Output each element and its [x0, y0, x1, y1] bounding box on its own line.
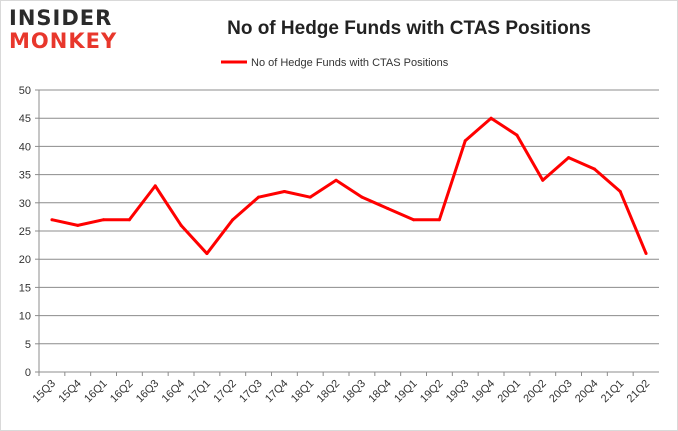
y-tick-label: 40	[19, 141, 31, 153]
x-tick-label: 20Q1	[496, 378, 524, 406]
x-tick-label: 21Q2	[625, 378, 653, 406]
data-point	[76, 223, 80, 227]
data-point	[360, 195, 364, 199]
data-point	[102, 218, 106, 222]
y-tick-label: 30	[19, 198, 31, 210]
data-point	[386, 206, 390, 210]
data-point	[567, 156, 571, 160]
series-line	[51, 116, 648, 256]
x-tick-label: 20Q2	[521, 378, 549, 406]
x-tick-label: 17Q1	[186, 378, 214, 406]
x-tick-label: 19Q4	[470, 378, 498, 406]
data-point	[618, 190, 622, 194]
data-point	[541, 178, 545, 182]
data-point	[50, 218, 54, 222]
y-tick-label: 25	[19, 226, 31, 238]
insider-monkey-logo: INSIDER MONKEY	[9, 7, 117, 53]
x-tick-label: 16Q3	[134, 378, 162, 406]
y-tick-label: 5	[25, 339, 31, 351]
data-point	[463, 139, 467, 143]
y-tick-label: 45	[19, 113, 31, 125]
y-tick-label: 35	[19, 170, 31, 182]
data-point	[592, 167, 596, 171]
data-point	[231, 218, 235, 222]
y-tick-label: 15	[19, 282, 31, 294]
x-tick-label: 17Q2	[211, 378, 239, 406]
x-tick-label: 18Q4	[366, 378, 394, 406]
data-point	[257, 195, 261, 199]
x-tick-label: 15Q4	[56, 378, 84, 406]
data-point	[205, 252, 209, 256]
x-tick-label: 17Q4	[263, 378, 291, 406]
data-point	[644, 252, 648, 256]
x-tick-label: 16Q1	[82, 378, 110, 406]
data-point	[153, 184, 157, 188]
x-tick-label: 17Q3	[237, 378, 265, 406]
data-point	[334, 178, 338, 182]
x-tick-label: 19Q1	[392, 378, 420, 406]
x-tick-label: 18Q2	[315, 378, 343, 406]
chart-title: No of Hedge Funds with CTAS Positions	[227, 18, 591, 39]
logo-line2: MONKEY	[9, 29, 118, 53]
data-point	[412, 218, 416, 222]
data-point	[127, 218, 131, 222]
y-tick-label: 10	[19, 311, 31, 323]
logo-line1: INSIDER	[9, 6, 113, 30]
x-tick-label: 18Q1	[289, 378, 317, 406]
data-point	[515, 133, 519, 137]
x-tick-label: 20Q4	[573, 378, 601, 406]
x-tick-label: 19Q2	[418, 378, 446, 406]
x-tick-label: 21Q1	[599, 378, 627, 406]
x-tick-label: 19Q3	[444, 378, 472, 406]
x-tick-label: 16Q2	[108, 378, 136, 406]
data-point	[437, 218, 441, 222]
data-point	[282, 190, 286, 194]
legend-label: No of Hedge Funds with CTAS Positions	[251, 57, 449, 69]
x-tick-label: 16Q4	[160, 378, 188, 406]
data-point	[489, 116, 493, 120]
x-tick-label: 18Q3	[341, 378, 369, 406]
data-point	[308, 195, 312, 199]
y-tick-label: 0	[25, 367, 31, 379]
y-tick-label: 50	[19, 85, 31, 97]
y-tick-label: 20	[19, 254, 31, 266]
x-tick-label: 20Q3	[547, 378, 575, 406]
data-point	[179, 223, 183, 227]
x-tick-label: 15Q3	[31, 378, 59, 406]
